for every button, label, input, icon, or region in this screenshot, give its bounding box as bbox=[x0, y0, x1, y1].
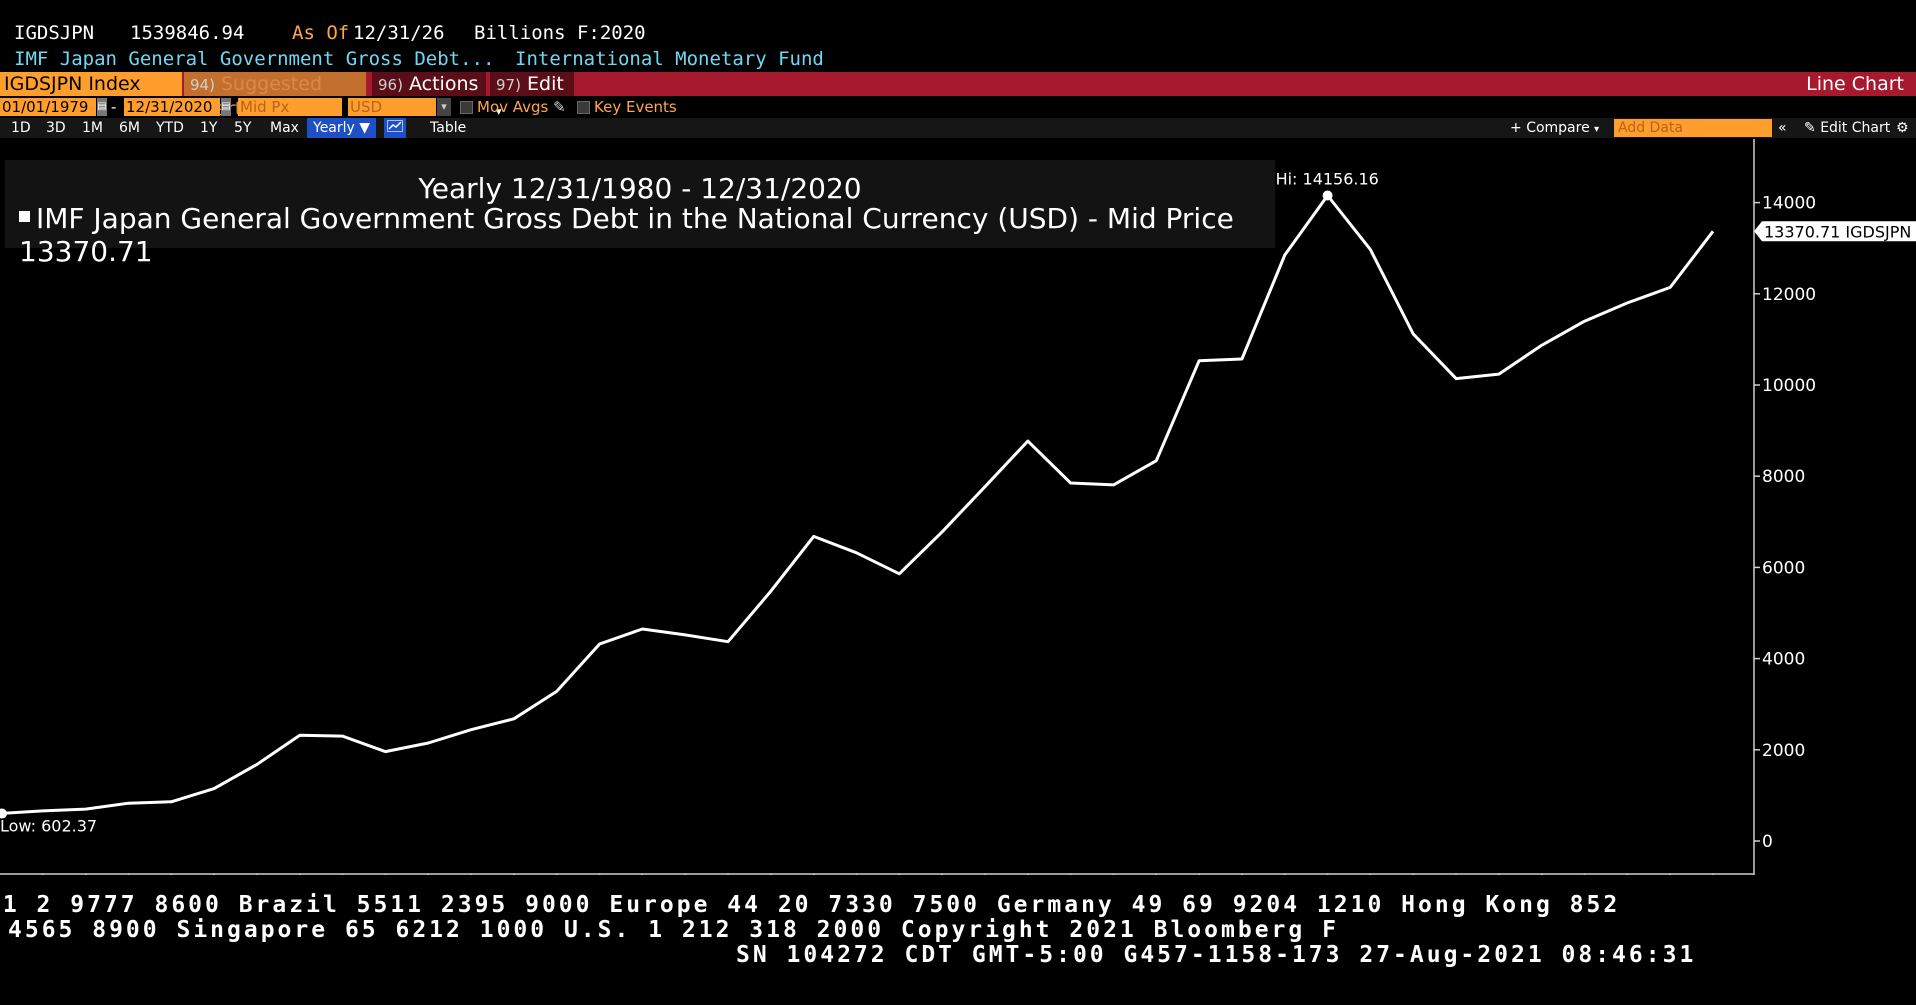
last-value-label: 13370.71 IGDSJPN bbox=[1764, 222, 1911, 241]
period-ytd[interactable]: YTD bbox=[156, 120, 184, 136]
currency-selector[interactable]: USD bbox=[348, 98, 436, 116]
period-bar bbox=[0, 118, 1916, 138]
chart-type-label: Line Chart bbox=[1806, 73, 1904, 95]
high-label: Hi: 14156.16 bbox=[1276, 169, 1379, 188]
y-tick-label: 0 bbox=[1762, 832, 1773, 852]
mov-avgs-label: Mov Avgs bbox=[477, 98, 549, 116]
edit-chart-label: Edit Chart bbox=[1820, 120, 1891, 136]
actions-menu-button[interactable]: 96) Actions ▾ bbox=[372, 72, 486, 118]
series-line bbox=[0, 194, 1715, 815]
checkbox-icon bbox=[460, 101, 473, 114]
gear-icon[interactable]: ⚙ bbox=[1896, 120, 1909, 136]
checkbox-icon bbox=[577, 101, 590, 114]
calendar-icon[interactable]: ▤ bbox=[97, 98, 107, 116]
edit-label: Edit bbox=[527, 73, 564, 95]
pencil-icon[interactable]: ✎ bbox=[553, 98, 566, 116]
pencil-icon: ✎ bbox=[1804, 120, 1816, 136]
chevron-down-icon: ▾ bbox=[1594, 124, 1600, 135]
high-marker bbox=[1322, 190, 1333, 201]
chart-legend: Yearly 12/31/1980 - 12/31/2020 IMF Japan… bbox=[5, 160, 1275, 268]
edit-menu-button[interactable]: 97) Edit ▾ bbox=[490, 72, 574, 118]
collapse-left-icon[interactable]: « bbox=[1778, 120, 1787, 136]
suggested-charts-number: 94) bbox=[190, 76, 215, 94]
annotation-markers: Hi: 14156.16 Low: 602.37 13370.71 IGDSJPN bbox=[0, 169, 1916, 836]
security-description: IMF Japan General Government Gross Debt.… bbox=[14, 48, 495, 70]
footer-line-3: SN 104272 CDT GMT-5:00 G457-1158-173 27-… bbox=[736, 942, 1697, 968]
suggested-charts-button[interactable]: 94) Suggested Charts bbox=[184, 72, 366, 120]
y-axis-ticks: 0 2000 4000 6000 8000 10000 12000 14000 bbox=[1754, 194, 1816, 852]
start-date-field[interactable]: 01/01/1979 bbox=[0, 98, 96, 116]
period-1d[interactable]: 1D bbox=[11, 120, 31, 136]
period-6m[interactable]: 6M bbox=[119, 120, 140, 136]
period-1y[interactable]: 1Y bbox=[200, 120, 218, 136]
y-tick-label: 8000 bbox=[1762, 467, 1805, 487]
legend-entry-label: IMF Japan General Government Gross Debt … bbox=[19, 202, 1234, 268]
compare-button[interactable]: + Compare ▾ bbox=[1510, 118, 1599, 138]
field-selector[interactable]: Mid Px bbox=[238, 98, 342, 116]
ticker: IGDSJPN bbox=[14, 22, 95, 44]
frequency-selector[interactable]: Yearly ▼ bbox=[307, 118, 377, 138]
calendar-icon[interactable]: ▤ bbox=[221, 98, 231, 116]
table-button[interactable]: Table bbox=[430, 120, 467, 136]
footer-line-2: 4565 8900 Singapore 65 6212 1000 U.S. 1 … bbox=[8, 917, 1339, 943]
as-of-date: 12/31/26 bbox=[353, 22, 445, 44]
y-tick-label: 4000 bbox=[1762, 650, 1805, 670]
y-tick-label: 14000 bbox=[1762, 194, 1816, 214]
low-marker bbox=[0, 808, 7, 819]
legend-color-swatch bbox=[19, 210, 30, 222]
edit-number: 97) bbox=[496, 76, 521, 94]
key-events-label: Key Events bbox=[594, 98, 677, 116]
period-3d[interactable]: 3D bbox=[46, 120, 66, 136]
period-1m[interactable]: 1M bbox=[82, 120, 103, 136]
y-tick-label: 12000 bbox=[1762, 285, 1816, 305]
date-separator: - bbox=[111, 98, 117, 116]
units-label: Billions F:2020 bbox=[474, 22, 646, 44]
last-value-tag bbox=[1754, 221, 1916, 242]
legend-entry[interactable]: IMF Japan General Government Gross Debt … bbox=[19, 202, 1275, 268]
chart-title: Yearly 12/31/1980 - 12/31/2020 bbox=[418, 172, 862, 205]
plus-icon: + bbox=[1510, 120, 1522, 136]
chevron-down-icon: ▾ bbox=[496, 105, 502, 118]
frequency-label: Yearly bbox=[313, 120, 355, 136]
y-tick-label: 6000 bbox=[1762, 558, 1805, 578]
mov-avgs-toggle[interactable]: Mov Avgs ✎ bbox=[460, 98, 566, 116]
key-events-toggle[interactable]: Key Events bbox=[577, 98, 677, 116]
chart-view-icon[interactable] bbox=[384, 118, 406, 138]
low-label: Low: 602.37 bbox=[0, 817, 97, 836]
footer-line-1: 61 2 9777 8600 Brazil 5511 2395 9000 Eur… bbox=[0, 892, 1621, 918]
add-data-input[interactable]: Add Data bbox=[1614, 119, 1772, 137]
as-of-label: As Of bbox=[292, 22, 350, 44]
menu-bar: IGDSJPN Index 94) Suggested Charts 96) A… bbox=[0, 72, 1916, 120]
chevron-down-icon: ▼ bbox=[359, 120, 371, 136]
chevron-down-icon[interactable]: ▾ bbox=[437, 98, 451, 116]
actions-label: Actions bbox=[409, 73, 479, 95]
source-label: International Monetary Fund bbox=[515, 48, 824, 70]
y-tick-label: 2000 bbox=[1762, 741, 1805, 761]
actions-number: 96) bbox=[378, 76, 403, 94]
end-date-field[interactable]: 12/31/2020 bbox=[124, 98, 220, 116]
y-tick-label: 10000 bbox=[1762, 376, 1816, 396]
compare-label: Compare bbox=[1526, 120, 1590, 136]
security-field[interactable]: IGDSJPN Index bbox=[0, 72, 182, 96]
period-max[interactable]: Max bbox=[270, 120, 299, 136]
period-5y[interactable]: 5Y bbox=[234, 120, 252, 136]
last-value: 1539846.94 bbox=[130, 22, 245, 44]
edit-chart-button[interactable]: ✎ Edit Chart bbox=[1804, 118, 1890, 138]
